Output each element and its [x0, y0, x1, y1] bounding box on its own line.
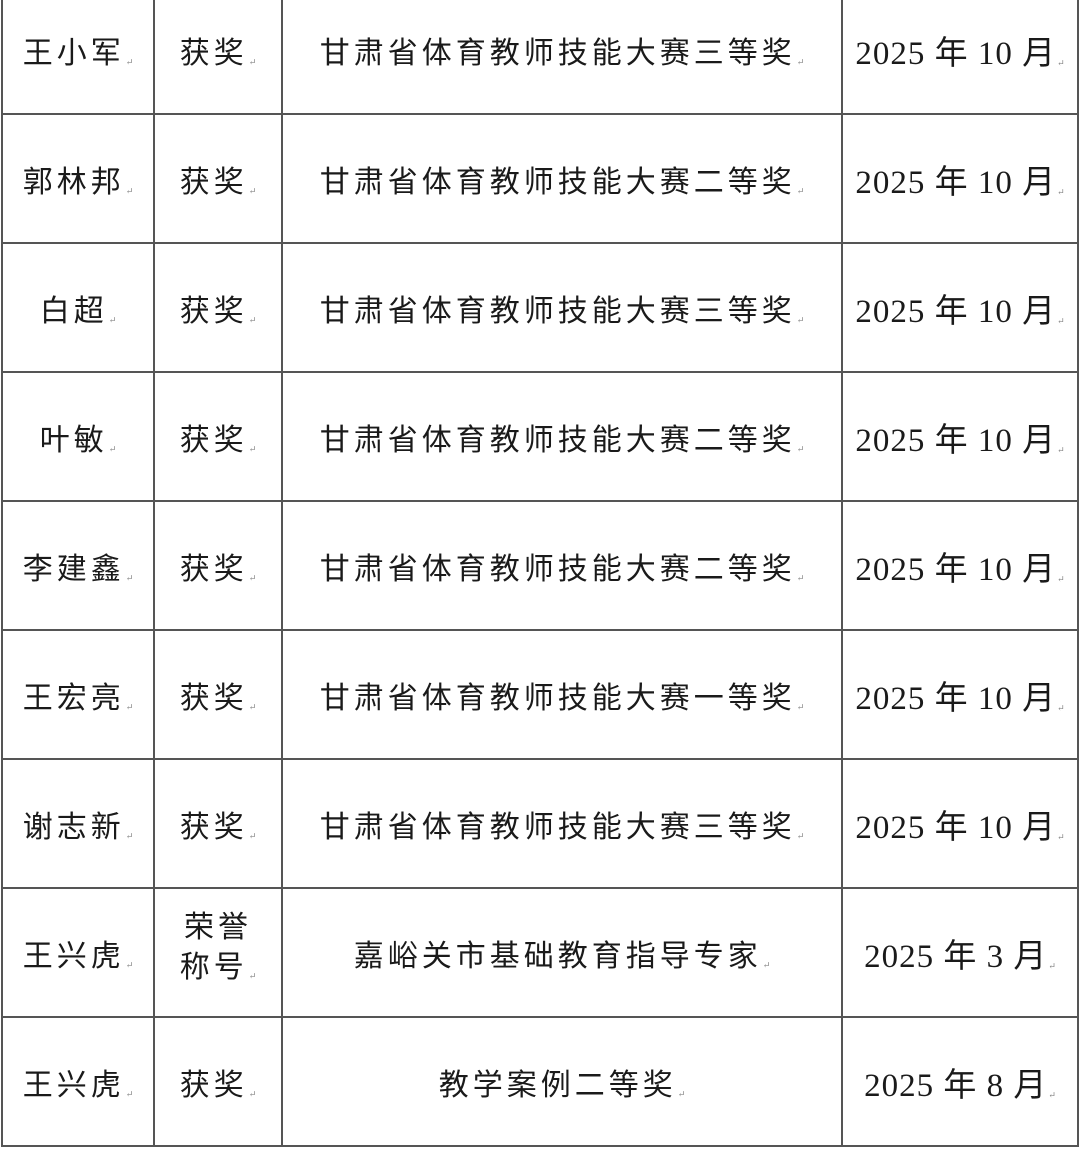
cell-text: 2025 年 10 月: [855, 810, 1064, 846]
date-cell: 2025 年 8 月: [841, 1016, 1079, 1147]
award-cell: 甘肃省体育教师技能大赛一等奖: [281, 629, 843, 760]
date-cell: 2025 年 10 月: [841, 242, 1079, 373]
type-cell: 获奖: [153, 371, 283, 502]
type-cell: 获奖: [153, 113, 283, 244]
table-row: 王兴虎 获奖 教学案例二等奖 2025 年 8 月: [1, 1016, 1079, 1147]
cell-text: 王宏亮: [23, 681, 134, 716]
cell-text: 甘肃省体育教师技能大赛二等奖: [320, 552, 805, 587]
type-cell: 获奖: [153, 629, 283, 760]
date-cell: 2025 年 10 月: [841, 629, 1079, 760]
cell-text: 2025 年 3 月: [864, 939, 1056, 975]
date-cell: 2025 年 3 月: [841, 887, 1079, 1018]
award-cell: 甘肃省体育教师技能大赛二等奖: [281, 500, 843, 631]
cell-text: 李建鑫: [23, 552, 134, 587]
award-cell: 甘肃省体育教师技能大赛三等奖: [281, 758, 843, 889]
cell-text: 甘肃省体育教师技能大赛三等奖: [320, 36, 805, 71]
type-cell: 获奖: [153, 500, 283, 631]
type-cell: 获奖: [153, 1016, 283, 1147]
awards-table-body: 王小军获奖甘肃省体育教师技能大赛三等奖2025 年 10 月郭林邦获奖甘肃省体育…: [1, 0, 1079, 1147]
cell-text: 谢志新: [23, 810, 134, 845]
cell-text: 甘肃省体育教师技能大赛二等奖: [320, 165, 805, 200]
name-cell: 李建鑫: [1, 500, 155, 631]
name-cell: 王兴虎: [1, 887, 155, 1018]
award-cell: 甘肃省体育教师技能大赛三等奖: [281, 0, 843, 115]
cell-text: 教学案例二等奖: [439, 1068, 686, 1103]
date-cell: 2025 年 10 月: [841, 113, 1079, 244]
cell-text: 2025 年 10 月: [855, 681, 1064, 717]
cell-text: 王小军: [23, 36, 134, 71]
name-cell: 白超: [1, 242, 155, 373]
table-row: 叶敏 获奖 甘肃省体育教师技能大赛二等奖 2025 年 10 月: [1, 371, 1079, 502]
cell-text: 获奖: [180, 423, 257, 458]
award-cell: 嘉峪关市基础教育指导专家: [281, 887, 843, 1018]
cell-text: 甘肃省体育教师技能大赛二等奖: [320, 423, 805, 458]
cell-text: 2025 年 10 月: [855, 165, 1064, 201]
table-row: 郭林邦 获奖 甘肃省体育教师技能大赛二等奖 2025 年 10 月: [1, 113, 1079, 244]
table-row: 王宏亮 获奖 甘肃省体育教师技能大赛一等奖 2025 年 10 月: [1, 629, 1079, 760]
cell-text: 甘肃省体育教师技能大赛一等奖: [320, 681, 805, 716]
cell-text: 2025 年 10 月: [855, 36, 1064, 72]
name-cell: 郭林邦: [1, 113, 155, 244]
cell-text: 获奖: [180, 36, 257, 71]
cell-text: 获奖: [180, 1068, 257, 1103]
award-cell: 教学案例二等奖: [281, 1016, 843, 1147]
award-cell: 甘肃省体育教师技能大赛三等奖: [281, 242, 843, 373]
award-cell: 甘肃省体育教师技能大赛二等奖: [281, 113, 843, 244]
cell-text: 嘉峪关市基础教育指导专家: [354, 939, 771, 974]
type-cell: 荣誉 称号: [153, 887, 283, 1018]
cell-text: 获奖: [180, 810, 257, 845]
awards-table: 王小军获奖甘肃省体育教师技能大赛三等奖2025 年 10 月郭林邦获奖甘肃省体育…: [1, 0, 1079, 1147]
cell-text: 甘肃省体育教师技能大赛三等奖: [320, 810, 805, 845]
cell-text: 2025 年 10 月: [855, 552, 1064, 588]
award-cell: 甘肃省体育教师技能大赛二等奖: [281, 371, 843, 502]
name-cell: 王兴虎: [1, 1016, 155, 1147]
cell-text: 获奖: [180, 681, 257, 716]
cell-text: 郭林邦: [23, 165, 134, 200]
table-row: 王兴虎荣誉称号嘉峪关市基础教育指导专家2025 年 3 月: [1, 887, 1079, 1018]
cell-text: 2025 年 8 月: [864, 1068, 1056, 1104]
cell-text: 甘肃省体育教师技能大赛三等奖: [320, 294, 805, 329]
type-cell: 获奖: [153, 758, 283, 889]
name-cell: 谢志新: [1, 758, 155, 889]
name-cell: 叶敏: [1, 371, 155, 502]
cell-text: 叶敏: [40, 423, 117, 458]
date-cell: 2025 年 10 月: [841, 371, 1079, 502]
table-row: 白超 获奖 甘肃省体育教师技能大赛三等奖 2025 年 10 月: [1, 242, 1079, 373]
date-cell: 2025 年 10 月: [841, 758, 1079, 889]
cell-text: 2025 年 10 月: [855, 294, 1064, 330]
cell-text: 王兴虎: [23, 939, 134, 974]
type-cell: 获奖: [153, 242, 283, 373]
cell-text: 获奖: [180, 294, 257, 329]
table-row: 王小军 获奖 甘肃省体育教师技能大赛三等奖 2025 年 10 月: [1, 0, 1079, 115]
cell-text: 白超: [40, 294, 117, 329]
cell-text: 王兴虎: [23, 1068, 134, 1103]
table-row: 李建鑫 获奖 甘肃省体育教师技能大赛二等奖 2025 年 10 月: [1, 500, 1079, 631]
cell-text: 2025 年 10 月: [855, 423, 1064, 459]
table-row: 谢志新 获奖 甘肃省体育教师技能大赛三等奖 2025 年 10 月: [1, 758, 1079, 889]
cell-text: 获奖: [180, 552, 257, 587]
cell-text: 荣誉: [183, 910, 252, 945]
date-cell: 2025 年 10 月: [841, 0, 1079, 115]
name-cell: 王宏亮: [1, 629, 155, 760]
type-cell: 获奖: [153, 0, 283, 115]
name-cell: 王小军: [1, 0, 155, 115]
date-cell: 2025 年 10 月: [841, 500, 1079, 631]
cell-text: 获奖: [180, 165, 257, 200]
cell-text: 称号: [180, 950, 257, 985]
